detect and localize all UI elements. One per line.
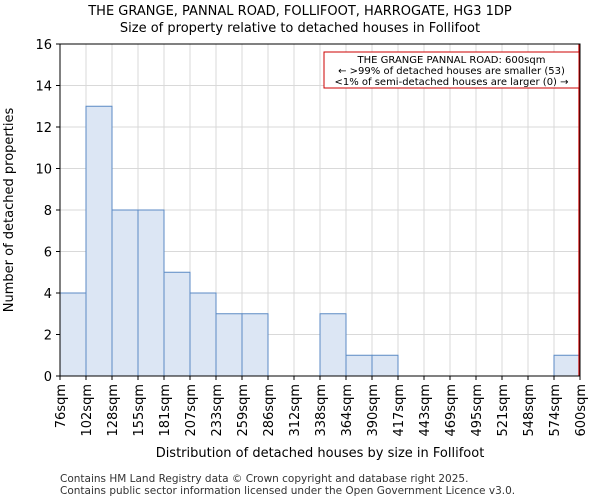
x-axis-ticks: 76sqm 102sqm 128sqm 155sqm 181sqm 207sqm 233sq…: [54, 376, 589, 437]
x-tick-label: 364sqm: [340, 384, 355, 437]
bars-layer: [59, 105, 581, 377]
x-axis-label: Distribution of detached houses by size …: [156, 446, 485, 461]
x-tick-label: 207sqm: [184, 384, 199, 437]
footer-line-1: Contains HM Land Registry data © Crown c…: [60, 473, 468, 485]
y-tick-label: 4: [44, 287, 52, 302]
x-tick-label: 181sqm: [158, 384, 173, 437]
x-tick-label: 443sqm: [418, 384, 433, 437]
histogram-bar: [553, 354, 581, 377]
y-tick-label: 0: [44, 370, 52, 385]
histogram-bar: [85, 105, 113, 377]
histogram-bar: [371, 354, 399, 377]
histogram-bar: [59, 292, 87, 377]
annotation-box: [323, 51, 580, 89]
x-tick-label: 548sqm: [522, 384, 537, 437]
chart-title-line1: THE GRANGE, PANNAL ROAD, FOLLIFOOT, HARR…: [87, 4, 512, 19]
x-tick-label: 600sqm: [574, 384, 589, 437]
histogram-bar: [111, 209, 139, 377]
x-tick-label: 390sqm: [366, 384, 381, 437]
x-tick-label: 259sqm: [236, 384, 251, 437]
histogram-bar: [319, 313, 347, 377]
histogram-bar: [345, 354, 373, 377]
y-tick-label: 2: [44, 329, 52, 344]
chart-title-line2: Size of property relative to detached ho…: [120, 21, 480, 36]
x-tick-label: 155sqm: [132, 384, 147, 437]
histogram-bar: [241, 313, 269, 377]
annotation-line-1: THE GRANGE PANNAL ROAD: 600sqm: [357, 55, 546, 66]
histogram-bar: [163, 271, 191, 377]
y-tick-label: 8: [44, 204, 52, 219]
x-tick-label: 312sqm: [288, 384, 303, 437]
annotation-line-2: ← >99% of detached houses are smaller (5…: [338, 66, 565, 77]
y-tick-label: 14: [35, 80, 52, 95]
y-tick-label: 12: [35, 121, 52, 136]
x-tick-label: 102sqm: [80, 384, 95, 437]
footer-line-2: Contains public sector information licen…: [60, 485, 515, 497]
y-tick-label: 10: [35, 163, 52, 178]
x-tick-label: 338sqm: [314, 384, 329, 437]
x-tick-label: 233sqm: [210, 384, 225, 437]
y-axis-ticks: 0 2 4 6 8 10 12 14 16: [35, 38, 60, 385]
x-tick-label: 76sqm: [54, 384, 69, 428]
x-tick-label: 495sqm: [470, 384, 485, 437]
histogram-bar: [215, 313, 243, 377]
y-tick-label: 6: [44, 246, 52, 261]
annotation-line-3: <1% of semi-detached houses are larger (…: [334, 77, 568, 88]
x-tick-label: 286sqm: [262, 384, 277, 437]
y-axis-label: Number of detached properties: [2, 108, 17, 313]
x-tick-label: 521sqm: [496, 384, 511, 437]
x-tick-label: 128sqm: [106, 384, 121, 437]
y-tick-label: 16: [35, 38, 52, 53]
marker-layer: THE GRANGE PANNAL ROAD: 600sqm ← >99% of…: [323, 44, 580, 376]
histogram-bar: [189, 292, 217, 377]
x-tick-label: 574sqm: [548, 384, 563, 437]
x-tick-label: 417sqm: [392, 384, 407, 437]
histogram-bar: [137, 209, 165, 377]
x-tick-label: 469sqm: [444, 384, 459, 437]
